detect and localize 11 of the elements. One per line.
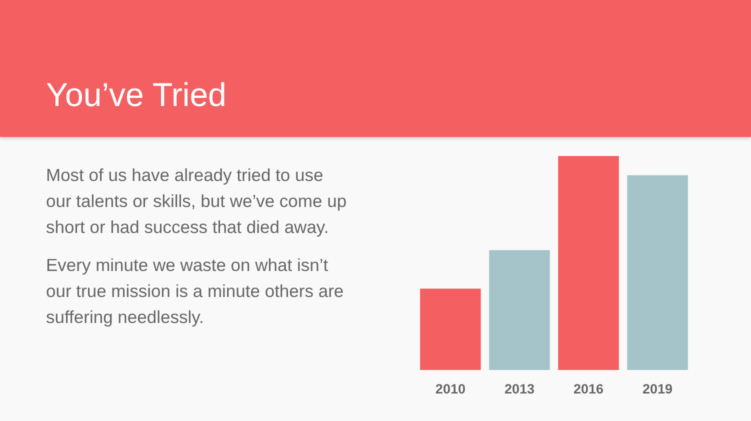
bar	[489, 250, 550, 370]
bar	[627, 175, 688, 370]
bar	[558, 156, 619, 370]
x-tick-label: 2019	[642, 382, 673, 396]
text: You’ve Tried	[46, 76, 226, 114]
text: Every minute we waste on what isn’t our true mission is a minute others are suffering needlessly.	[46, 254, 345, 329]
x-tick-label: 2013	[504, 382, 535, 396]
text: Most of us have already tried to use our talents or skills, but we’ve come up short or had success that died away.	[46, 164, 348, 239]
bar	[420, 288, 481, 370]
x-tick-label: 2010	[435, 382, 466, 396]
x-tick-label: 2016	[573, 382, 604, 396]
